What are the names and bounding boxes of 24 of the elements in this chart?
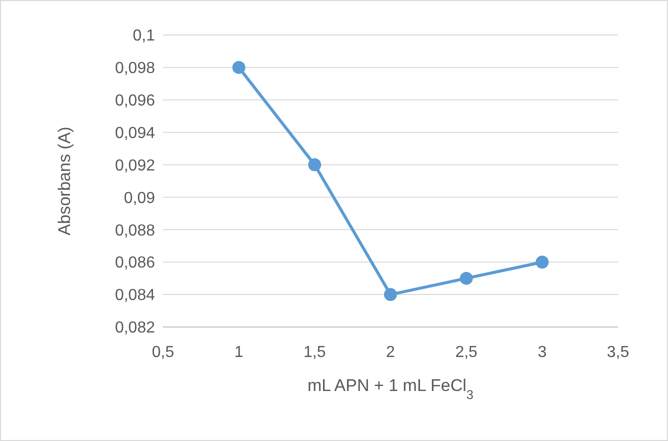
y-tick-label: 0,086: [114, 254, 156, 272]
y-tick-label: 0,1: [132, 28, 156, 45]
x-tick-label: 3,5: [606, 344, 630, 361]
x-axis-title: mL APN + 1 mL FeCl$_{3}$: [308, 376, 474, 402]
point: [536, 256, 549, 269]
point: [460, 272, 473, 285]
y-tick-label: 0,082: [114, 320, 156, 337]
point: [232, 60, 246, 74]
y-tick-label: 0,092: [114, 157, 156, 174]
y-tick-label: 0,084: [114, 287, 156, 304]
y-tick-label: 0,098: [114, 60, 156, 78]
x-tick-label: 1: [234, 344, 244, 361]
x-tick-label: 2: [386, 344, 396, 361]
y-axis-title: Absorbans (A): [55, 126, 74, 236]
x-tick-label: 2,5: [455, 344, 478, 361]
y-tick-label: 0,096: [114, 92, 156, 110]
y-tick-label: 0,09: [124, 190, 156, 207]
point: [308, 158, 322, 172]
x-tick-label: 3: [538, 344, 547, 361]
x-tick-label: 0,5: [152, 344, 174, 361]
x-tick-label: 1,5: [304, 344, 326, 361]
y-tick-label: 0,094: [114, 124, 156, 142]
y-tick-label: 0,088: [114, 222, 156, 240]
point: [384, 288, 397, 302]
